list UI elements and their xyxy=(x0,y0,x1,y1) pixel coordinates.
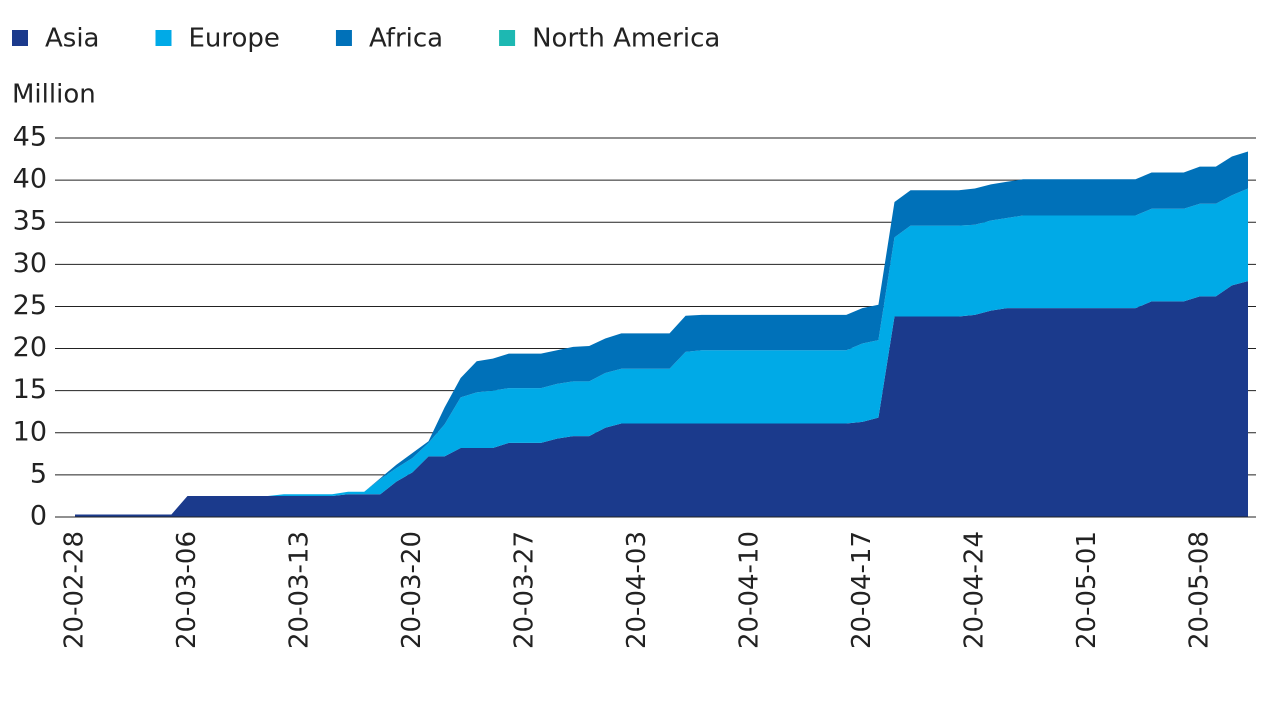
legend-swatch xyxy=(499,30,516,46)
x-tick-label: 20-03-06 xyxy=(172,531,202,649)
legend-label: Asia xyxy=(45,24,100,54)
y-tick-label: 45 xyxy=(13,122,47,153)
legend-label: North America xyxy=(532,24,720,54)
x-tick-label: 20-03-27 xyxy=(509,531,539,649)
x-tick-label: 20-04-10 xyxy=(734,531,764,649)
x-tick-label: 20-04-17 xyxy=(847,531,877,649)
y-tick-label: 5 xyxy=(30,458,47,489)
y-axis-label: Million xyxy=(12,80,96,110)
x-tick-label: 20-04-24 xyxy=(959,531,989,649)
y-tick-label: 25 xyxy=(13,290,47,321)
legend-label: Africa xyxy=(369,24,443,54)
y-tick-label: 20 xyxy=(13,332,47,363)
legend-swatch xyxy=(12,30,28,46)
legend-swatch xyxy=(335,30,352,46)
x-tick-label: 20-04-03 xyxy=(622,531,652,649)
x-tick-label: 20-03-13 xyxy=(284,531,314,649)
x-tick-label: 20-02-28 xyxy=(60,531,90,649)
area xyxy=(75,151,1248,515)
y-tick-label: 10 xyxy=(13,416,47,447)
y-tick-label: 15 xyxy=(13,374,47,405)
area xyxy=(75,188,1248,515)
legend-label: Europe xyxy=(189,24,280,54)
x-tick-label: 20-05-08 xyxy=(1184,531,1214,649)
x-tick-label: 20-05-01 xyxy=(1072,531,1102,649)
legend-swatch xyxy=(155,30,172,46)
x-tick-label: 20-03-20 xyxy=(397,531,427,649)
y-tick-label: 35 xyxy=(13,206,47,237)
y-tick-label: 40 xyxy=(13,164,47,195)
y-tick-label: 0 xyxy=(30,501,47,532)
area xyxy=(75,281,1248,517)
y-tick-label: 30 xyxy=(13,248,47,279)
